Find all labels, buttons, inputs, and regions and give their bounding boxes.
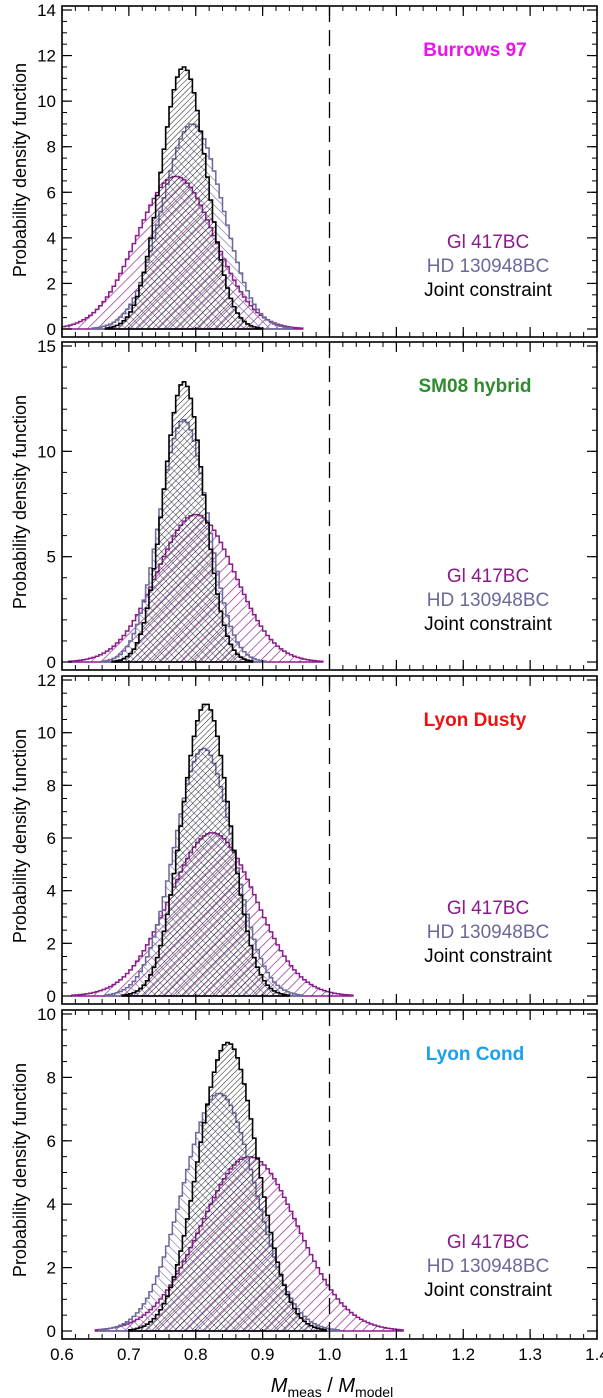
y-tick-label: 14	[37, 1, 56, 20]
histogram-joint-constraint	[128, 1041, 327, 1332]
histogram-joint-constraint	[121, 703, 291, 997]
y-tick-label: 6	[47, 829, 56, 848]
legend-entry: HD 130948BC	[427, 590, 550, 611]
legend-entry: Joint constraint	[424, 614, 553, 635]
y-axis-label-panel-4: Probability density function	[10, 1063, 30, 1277]
panel-title: SM08 hybrid	[419, 376, 532, 397]
y-tick-label: 8	[47, 776, 56, 795]
legend-entry: HD 130948BC	[427, 256, 550, 277]
legend-entry: Gl 417BC	[447, 1232, 529, 1253]
y-axis-label-panel-2: Probability density function	[10, 395, 30, 609]
y-tick-label: 10	[37, 442, 56, 461]
legend-entry: Joint constraint	[424, 946, 553, 967]
legend-entry: HD 130948BC	[427, 922, 550, 943]
y-tick-label: 12	[37, 47, 56, 66]
x-label-m1: M	[271, 1375, 288, 1397]
x-tick-label: 0.8	[184, 1345, 208, 1364]
x-tick-label: 1.1	[385, 1345, 409, 1364]
y-tick-label: 6	[47, 1132, 56, 1151]
panel-title: Lyon Cond	[426, 1044, 525, 1065]
panel-3: 0 2 4 6 8 10 12 Lyon Dusty Gl 417BC HD 130948BC Jo…	[37, 671, 598, 1006]
x-label-sub2: model	[355, 1384, 393, 1398]
y-tick-label: 4	[47, 882, 56, 901]
panels: 0 2 4 6 8 10 12 14 Burrows 97 Gl 417BC HD 130948BC…	[37, 1, 603, 1364]
y-tick-label: 0	[47, 1322, 56, 1341]
x-tick-label: 1.4	[585, 1345, 603, 1364]
panel-4: 0 2 4 6 8 10 0.6 0.7 0.8 0.9 1.0 1.1 1.2 1.3 1.4 Lyon C…	[37, 1005, 603, 1364]
y-axis-label-panel-1: Probability density function	[10, 63, 30, 277]
legend-entry: Gl 417BC	[447, 232, 529, 253]
x-tick-label: 0.7	[117, 1345, 141, 1364]
y-tick-label: 2	[47, 934, 56, 953]
legend-entry: Joint constraint	[424, 280, 553, 301]
y-tick-label: 10	[37, 92, 56, 111]
histogram-joint-constraint	[104, 66, 264, 330]
x-label-sub1: meas	[287, 1384, 321, 1398]
x-tick-label: 0.6	[50, 1345, 74, 1364]
y-tick-label: 5	[47, 548, 56, 567]
x-label-sep: /	[322, 1375, 339, 1397]
x-axis-label: Mmeas / Mmodel	[271, 1375, 393, 1398]
panel-title: Lyon Dusty	[424, 710, 527, 731]
panel-2: 0 5 10 15 SM08 hybrid Gl 417BC HD 130948BC Join…	[37, 337, 598, 672]
y-tick-label: 4	[47, 229, 56, 248]
y-tick-label: 0	[47, 320, 56, 339]
x-label-m2: M	[338, 1375, 355, 1397]
y-tick-label: 8	[47, 1068, 56, 1087]
legend-entry: Gl 417BC	[447, 566, 529, 587]
y-axis-label-panel-3: Probability density function	[10, 729, 30, 943]
x-tick-label: 1.0	[318, 1345, 342, 1364]
y-tick-label: 6	[47, 183, 56, 202]
y-tick-label: 10	[37, 724, 56, 743]
y-tick-label: 10	[37, 1005, 56, 1024]
x-tick-label: 0.9	[251, 1345, 275, 1364]
legend-entry: Gl 417BC	[447, 898, 529, 919]
y-tick-label: 0	[47, 653, 56, 672]
panel-title: Burrows 97	[423, 40, 526, 61]
y-tick-label: 15	[37, 337, 56, 356]
y-tick-label: 2	[47, 1259, 56, 1278]
legend-entry: Joint constraint	[424, 1280, 553, 1301]
x-tick-label: 1.3	[518, 1345, 542, 1364]
x-tick-label: 1.2	[451, 1345, 475, 1364]
y-tick-label: 8	[47, 138, 56, 157]
y-tick-label: 4	[47, 1195, 56, 1214]
histogram-joint-constraint	[111, 381, 254, 663]
y-tick-label: 2	[47, 274, 56, 293]
y-tick-label: 12	[37, 671, 56, 690]
y-tick-label: 0	[47, 987, 56, 1006]
legend-entry: HD 130948BC	[427, 1256, 550, 1277]
panel-1: 0 2 4 6 8 10 12 14 Burrows 97 Gl 417BC HD 130948BC…	[37, 1, 598, 339]
